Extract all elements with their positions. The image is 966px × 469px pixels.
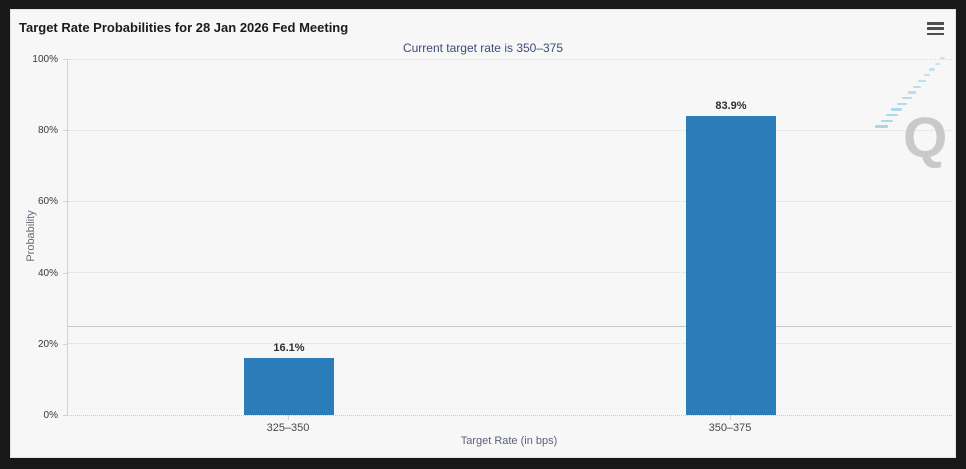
x-category-label: 325–350 — [266, 422, 310, 434]
bar-value-label: 16.1% — [273, 342, 305, 354]
menu-bar — [927, 32, 944, 35]
y-axis-tick-label: 100% — [32, 54, 58, 65]
y-axis-tick-label: 40% — [37, 267, 58, 279]
x-axis-tick — [730, 415, 731, 420]
swoosh-dash — [923, 74, 931, 77]
swoosh-dash — [913, 85, 921, 88]
y-axis-tick-label: 0% — [43, 410, 58, 421]
y-gridline — [68, 272, 952, 274]
y-axis-tick — [63, 201, 67, 203]
menu-bar — [927, 22, 944, 25]
hamburger-menu-icon[interactable] — [927, 22, 944, 35]
swoosh-dash — [902, 96, 912, 100]
y-axis-tick-label: 20% — [37, 338, 58, 350]
y-gridline — [68, 129, 952, 131]
y-axis-tick-label: 80% — [37, 125, 58, 137]
y-axis-title: Probability — [25, 210, 37, 262]
x-category-label: 350–375 — [708, 422, 752, 434]
y-axis-tick — [63, 59, 67, 60]
y-axis-tick — [63, 272, 67, 274]
chart-card: Target Rate Probabilities for 28 Jan 202… — [10, 9, 956, 458]
q-logo-letter: Q — [903, 106, 948, 170]
y-axis-tick — [63, 130, 67, 132]
bar[interactable] — [244, 358, 334, 415]
y-axis-tick — [63, 415, 67, 416]
y-gridline — [68, 58, 952, 60]
bar-value-label: 83.9% — [715, 100, 747, 112]
chart-title: Target Rate Probabilities for 28 Jan 202… — [19, 20, 349, 35]
swoosh-dash — [891, 108, 903, 111]
y-axis-tick-label: 60% — [37, 196, 58, 208]
chart-subtitle: Current target rate is 350–375 — [402, 41, 564, 55]
bar[interactable] — [686, 116, 776, 415]
y-gridline — [68, 343, 952, 345]
menu-bar — [927, 27, 944, 30]
reference-line — [68, 325, 952, 327]
x-axis-title: Target Rate (in bps) — [460, 435, 558, 447]
plot-area: Q 16.1% 83.9% — [67, 57, 952, 416]
y-axis-tick — [63, 343, 67, 345]
swoosh-dash — [896, 102, 907, 105]
y-gridline — [68, 200, 952, 202]
swoosh-dash — [886, 114, 898, 117]
swoosh-dash — [875, 125, 889, 128]
swoosh-dash — [929, 68, 936, 71]
swoosh-dash — [934, 62, 940, 66]
swoosh-dash — [907, 91, 917, 94]
swoosh-dash — [918, 79, 926, 83]
x-axis-tick — [288, 415, 289, 420]
swoosh-dash — [880, 119, 893, 123]
